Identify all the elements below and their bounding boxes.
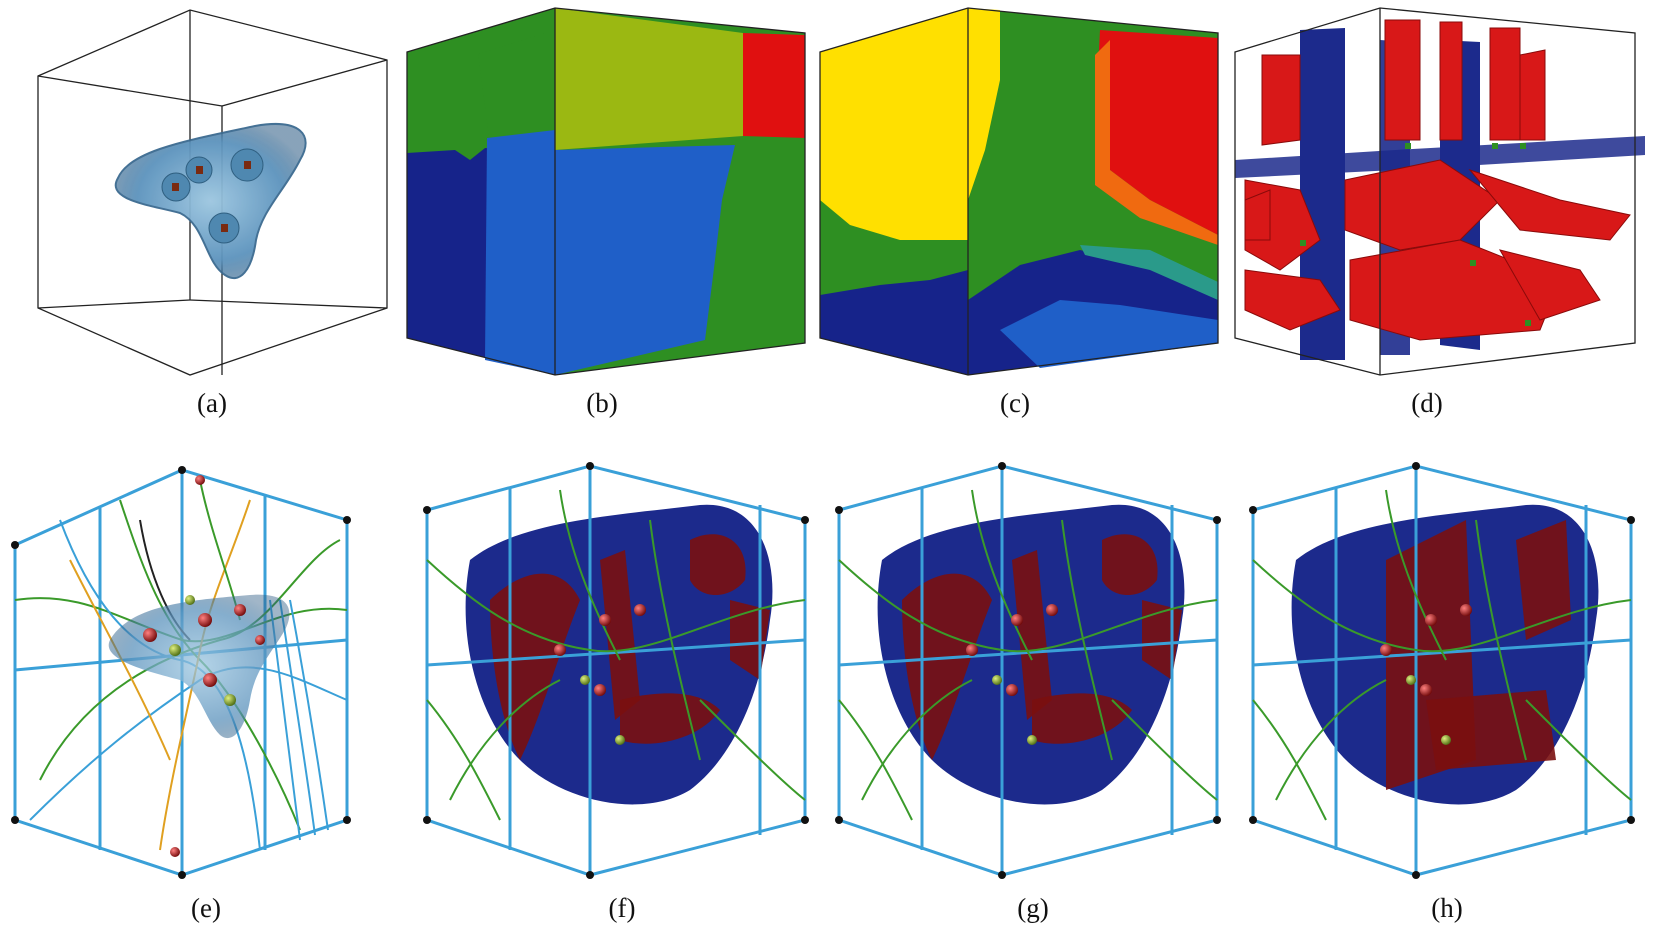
panel-h-gradient-paths [1252,489,1632,821]
panel-d [1234,7,1645,376]
panel-a [37,9,388,376]
caption-a: (a) [197,388,227,418]
panel-g-critical-points [966,604,1058,745]
caption-c: (c) [1000,388,1030,418]
panel-e-density-blob [108,594,290,739]
panel-g-red-sheet-3 [1102,534,1158,595]
panel-a-density-blob [114,123,307,280]
caption-d: (d) [1411,388,1443,418]
panel-b-cube-edges [406,7,806,376]
panels-f-g-h [423,462,1635,879]
panel-g-red-sheet-4 [1032,693,1132,744]
panel-g-red-sheet-2 [1012,550,1052,720]
panel-f-corner-nodes [423,462,809,879]
caption-h: (h) [1431,893,1463,923]
caption-b: (b) [586,388,618,418]
panel-h-red-sheet-3 [1426,690,1556,770]
panel-d-green-markers [1300,143,1531,326]
panel-e-critical-points [143,475,265,857]
panel-h-red-sheet-2 [1516,520,1571,640]
panel-f-red-sheet-2 [600,550,640,720]
caption-g: (g) [1017,893,1049,923]
panel-d-red-surfaces [1244,19,1631,341]
panel-f-red-sheet-4 [620,693,720,744]
panel-h-critical-points [1380,604,1472,745]
panel-f-gradient-paths [426,489,806,821]
panel-h [1249,462,1635,879]
panel-f-red-sheet-3 [690,534,746,595]
caption-f: (f) [608,893,636,923]
panel-e-corner-nodes [11,466,351,879]
panel-c-cube-edges [819,7,1219,376]
panel-b [406,7,806,376]
panel-e [11,466,351,879]
panel-c [819,7,1219,376]
panel-g [835,462,1221,879]
panel-d-cube-edges [1234,7,1636,376]
panel-f-critical-points [554,604,646,745]
panel-g-gradient-paths [838,489,1218,821]
panel-f [423,462,809,879]
caption-e: (e) [191,893,221,923]
panel-g-corner-nodes [835,462,1221,879]
panel-h-corner-nodes [1249,462,1635,879]
